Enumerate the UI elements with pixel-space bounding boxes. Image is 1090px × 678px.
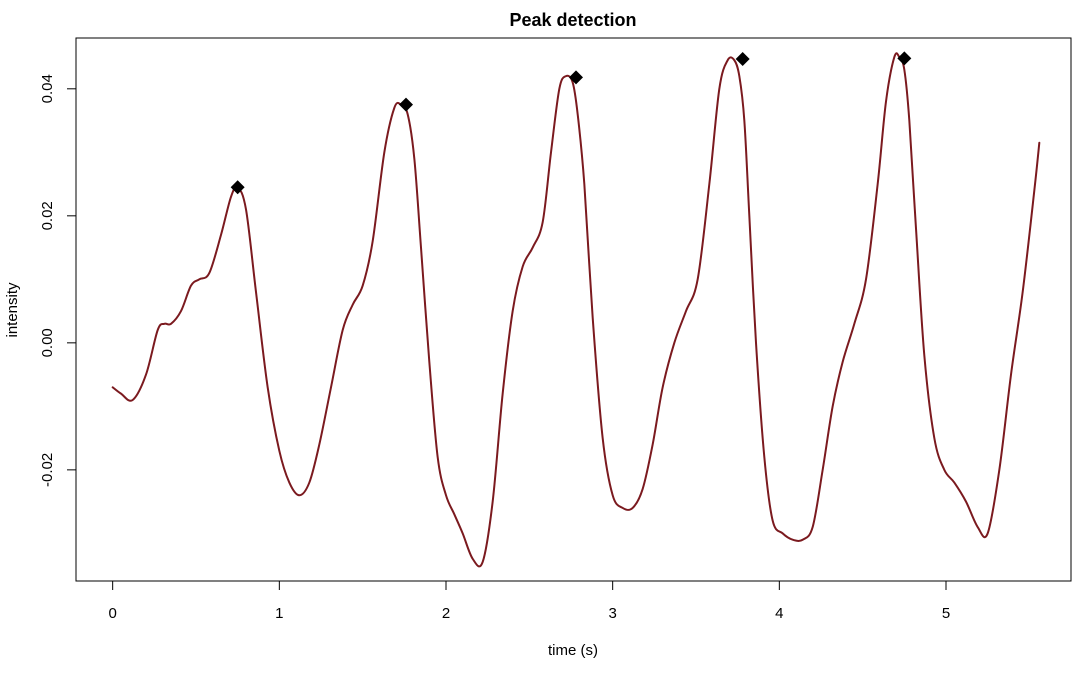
- y-tick-label: 0.02: [39, 201, 56, 230]
- x-axis: 0 1 2 3 4 5: [108, 580, 950, 622]
- peak-marker: [569, 70, 583, 85]
- y-tick-label: 0.04: [39, 74, 56, 103]
- y-axis-label: intensity: [4, 282, 21, 338]
- peak-marker: [735, 51, 750, 66]
- x-tick-label: 5: [942, 605, 950, 622]
- peak-marker: [399, 97, 413, 112]
- y-tick-label: -0.02: [39, 453, 56, 487]
- intensity-series-line: [111, 52, 1041, 568]
- chart-title: Peak detection: [509, 10, 636, 30]
- peak-markers: [230, 51, 912, 195]
- x-tick-label: 1: [275, 605, 283, 622]
- x-tick-label: 3: [608, 605, 616, 622]
- x-tick-label: 0: [108, 605, 116, 622]
- x-axis-label: time (s): [548, 642, 598, 659]
- y-axis: -0.02 0.00 0.02 0.04: [39, 74, 77, 487]
- y-tick-label: 0.00: [39, 328, 56, 357]
- x-tick-label: 4: [775, 605, 783, 622]
- x-tick-label: 2: [442, 605, 450, 622]
- peak-marker: [230, 180, 245, 195]
- peak-marker: [897, 51, 912, 66]
